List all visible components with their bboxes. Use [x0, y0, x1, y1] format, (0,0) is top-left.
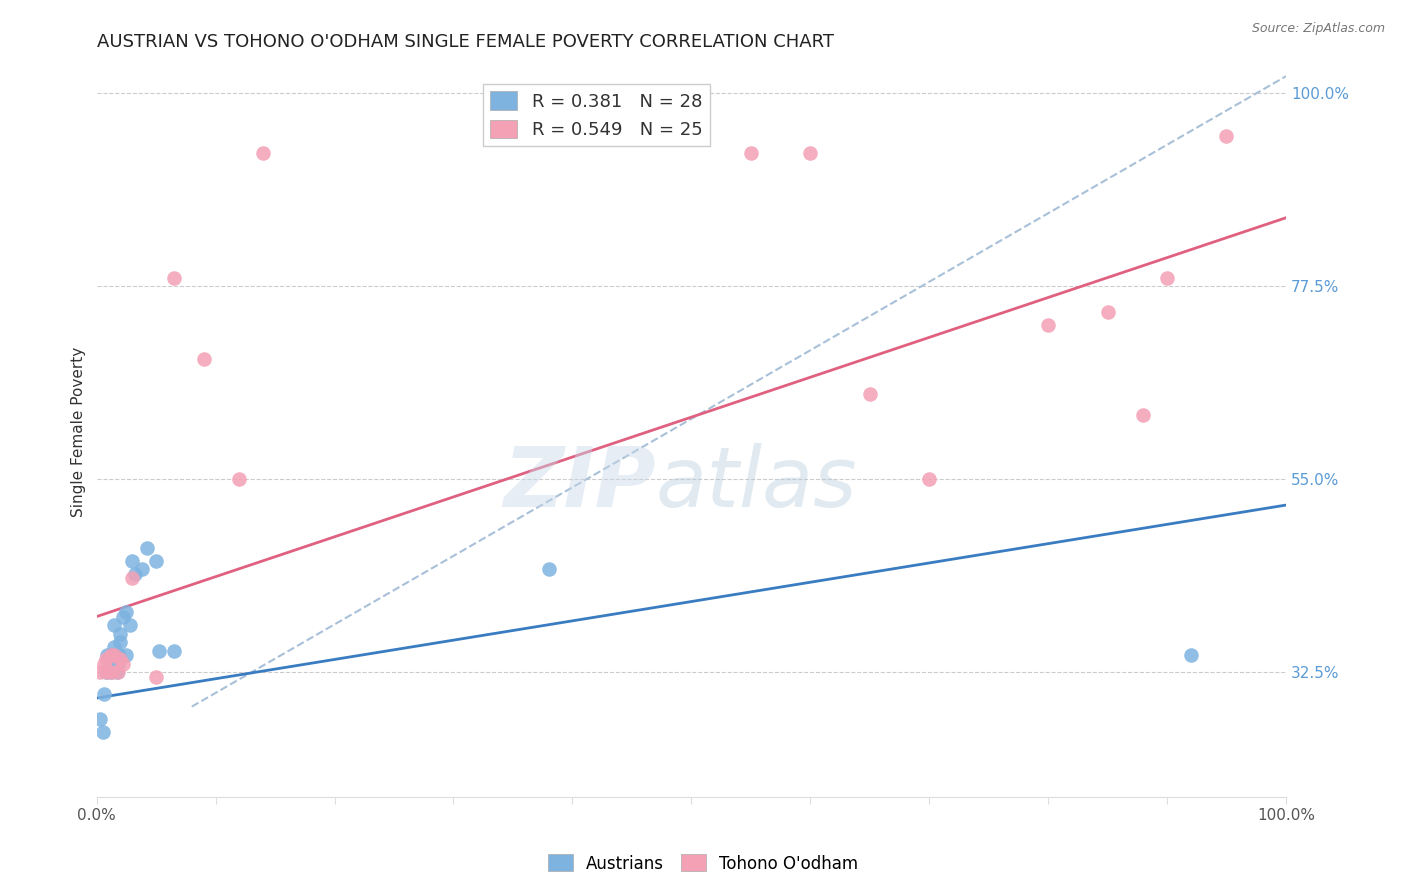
Text: ZIP: ZIP: [503, 442, 655, 524]
Point: [1156, 270, 1178, 285]
Point: [93, 687, 115, 701]
Point: [740, 146, 762, 161]
Point: [193, 352, 215, 367]
Point: [91, 725, 114, 739]
Point: [121, 571, 143, 585]
Text: atlas: atlas: [655, 442, 858, 524]
Point: [1097, 305, 1119, 319]
Point: [110, 635, 132, 649]
Point: [799, 146, 821, 161]
Point: [252, 146, 274, 161]
Point: [1132, 408, 1154, 422]
Point: [131, 562, 153, 576]
Point: [163, 644, 186, 658]
Point: [115, 605, 138, 619]
Point: [93, 657, 115, 671]
Point: [145, 554, 167, 568]
Point: [124, 566, 146, 581]
Point: [1215, 129, 1237, 144]
Point: [111, 609, 134, 624]
Point: [110, 652, 132, 666]
Point: [105, 665, 128, 680]
Point: [103, 648, 125, 662]
Point: [103, 640, 125, 654]
Point: [96, 665, 118, 680]
Y-axis label: Single Female Poverty: Single Female Poverty: [72, 347, 86, 517]
Text: AUSTRIAN VS TOHONO O'ODHAM SINGLE FEMALE POVERTY CORRELATION CHART: AUSTRIAN VS TOHONO O'ODHAM SINGLE FEMALE…: [97, 33, 834, 51]
Point: [110, 626, 132, 640]
Point: [101, 665, 124, 680]
Point: [96, 652, 118, 666]
Point: [145, 670, 167, 684]
Text: Source: ZipAtlas.com: Source: ZipAtlas.com: [1251, 22, 1385, 36]
Point: [1180, 648, 1202, 662]
Point: [918, 472, 941, 486]
Point: [135, 541, 157, 555]
Point: [111, 657, 134, 671]
Point: [96, 648, 118, 662]
Point: [163, 270, 186, 285]
Point: [108, 648, 131, 662]
Point: [100, 665, 122, 680]
Point: [89, 713, 111, 727]
Point: [148, 644, 170, 658]
Point: [537, 562, 560, 576]
Point: [228, 472, 250, 486]
Point: [859, 386, 882, 401]
Point: [97, 652, 120, 666]
Point: [103, 618, 125, 632]
Point: [101, 648, 124, 662]
Point: [1036, 318, 1059, 332]
Point: [115, 648, 138, 662]
Point: [96, 665, 118, 680]
Point: [121, 554, 143, 568]
Legend: R = 0.381   N = 28, R = 0.549   N = 25: R = 0.381 N = 28, R = 0.549 N = 25: [482, 84, 710, 146]
Point: [89, 665, 111, 680]
Point: [107, 657, 129, 671]
Point: [118, 618, 141, 632]
Point: [107, 665, 129, 680]
Point: [100, 648, 122, 662]
Legend: Austrians, Tohono O'odham: Austrians, Tohono O'odham: [541, 847, 865, 880]
